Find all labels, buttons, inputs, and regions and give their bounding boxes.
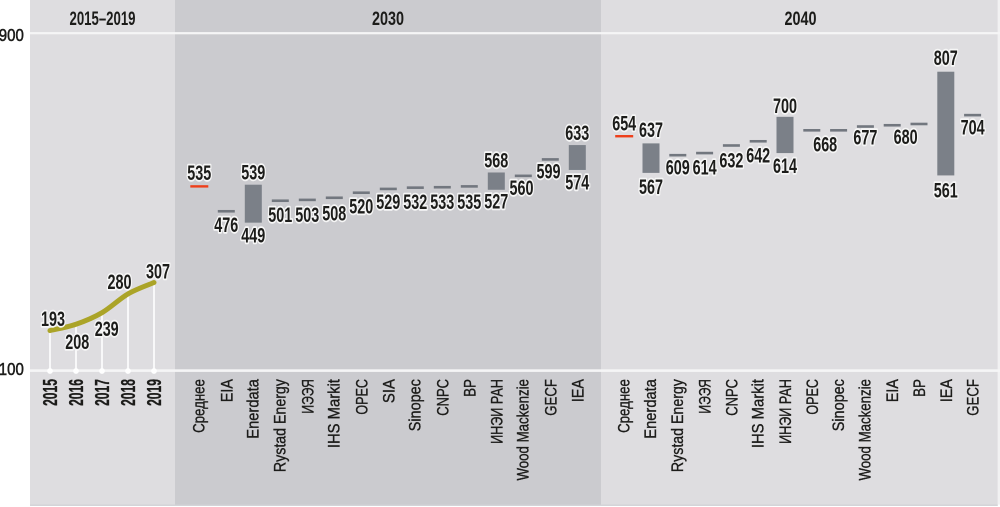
svg-text:2016: 2016 (66, 379, 88, 406)
svg-text:2040: 2040 (785, 8, 817, 30)
svg-text:680: 680 (894, 126, 918, 149)
svg-text:529: 529 (376, 191, 400, 214)
svg-text:574: 574 (565, 172, 589, 195)
svg-text:2018: 2018 (118, 379, 140, 406)
svg-text:599: 599 (537, 160, 561, 183)
svg-text:503: 503 (295, 204, 319, 227)
svg-text:535: 535 (457, 191, 481, 214)
svg-text:476: 476 (214, 214, 238, 237)
svg-text:Enerdata: Enerdata (642, 378, 660, 438)
svg-text:633: 633 (565, 122, 589, 145)
svg-text:900: 900 (0, 25, 24, 45)
svg-text:533: 533 (430, 191, 454, 214)
svg-text:520: 520 (349, 196, 373, 219)
svg-text:Среднее: Среднее (615, 379, 633, 433)
svg-text:560: 560 (510, 177, 534, 200)
svg-text:Wood Mackenzie: Wood Mackenzie (857, 379, 875, 480)
svg-text:449: 449 (241, 225, 265, 248)
svg-text:539: 539 (241, 162, 265, 185)
svg-text:2015: 2015 (40, 379, 62, 406)
svg-text:CNPC: CNPC (723, 379, 741, 416)
svg-text:508: 508 (322, 202, 346, 225)
svg-text:Rystad Energy: Rystad Energy (272, 378, 290, 472)
svg-text:501: 501 (268, 204, 292, 227)
svg-text:532: 532 (403, 191, 427, 214)
svg-text:535: 535 (187, 162, 211, 185)
svg-text:568: 568 (484, 150, 508, 173)
svg-text:ИЭЭЯ: ИЭЭЯ (299, 379, 317, 414)
svg-text:2017: 2017 (92, 379, 114, 406)
svg-text:280: 280 (108, 271, 132, 294)
svg-text:BP: BP (461, 379, 479, 397)
svg-text:700: 700 (773, 95, 797, 118)
svg-text:Sinopec: Sinopec (830, 379, 848, 431)
svg-text:614: 614 (773, 155, 797, 178)
svg-text:668: 668 (813, 133, 837, 156)
svg-text:CNPC: CNPC (434, 379, 452, 416)
svg-text:307: 307 (146, 261, 170, 284)
svg-text:100: 100 (0, 359, 24, 379)
svg-text:654: 654 (612, 113, 636, 136)
svg-text:GECF: GECF (965, 379, 983, 416)
svg-text:Wood Mackenzie: Wood Mackenzie (515, 379, 533, 480)
svg-text:Rystad Energy: Rystad Energy (669, 378, 687, 472)
svg-text:ИНЭИ РАН: ИНЭИ РАН (777, 379, 795, 444)
svg-text:704: 704 (961, 116, 985, 139)
svg-text:567: 567 (639, 176, 663, 199)
svg-text:561: 561 (934, 179, 958, 202)
svg-text:208: 208 (65, 331, 89, 354)
svg-text:614: 614 (693, 157, 717, 180)
svg-text:Среднее: Среднее (191, 379, 209, 433)
svg-text:632: 632 (719, 150, 743, 173)
svg-text:ИНЭИ РАН: ИНЭИ РАН (488, 379, 506, 444)
svg-text:Enerdata: Enerdata (245, 378, 263, 438)
svg-text:IHS Markit: IHS Markit (749, 379, 767, 448)
svg-text:239: 239 (95, 318, 119, 341)
svg-text:OPEC: OPEC (804, 379, 822, 415)
svg-text:642: 642 (746, 144, 770, 167)
svg-text:SIA: SIA (380, 379, 398, 403)
svg-text:BP: BP (911, 379, 929, 397)
svg-text:ИЭЭЯ: ИЭЭЯ (697, 379, 715, 414)
svg-text:2030: 2030 (372, 8, 404, 30)
svg-text:807: 807 (934, 47, 958, 70)
svg-text:GECF: GECF (542, 379, 560, 416)
svg-text:2015–2019: 2015–2019 (70, 8, 136, 30)
svg-text:EIA: EIA (218, 379, 236, 402)
svg-text:IEA: IEA (569, 379, 587, 402)
svg-text:637: 637 (639, 119, 663, 142)
svg-text:Sinopec: Sinopec (407, 379, 425, 431)
svg-text:EIA: EIA (884, 379, 902, 402)
svg-text:677: 677 (853, 127, 877, 150)
svg-text:609: 609 (666, 157, 690, 180)
svg-text:193: 193 (41, 308, 65, 331)
svg-text:IHS Markit: IHS Markit (326, 379, 344, 448)
svg-text:OPEC: OPEC (353, 379, 371, 415)
svg-text:2019: 2019 (144, 379, 166, 406)
svg-text:527: 527 (484, 191, 508, 214)
svg-text:IEA: IEA (938, 379, 956, 402)
